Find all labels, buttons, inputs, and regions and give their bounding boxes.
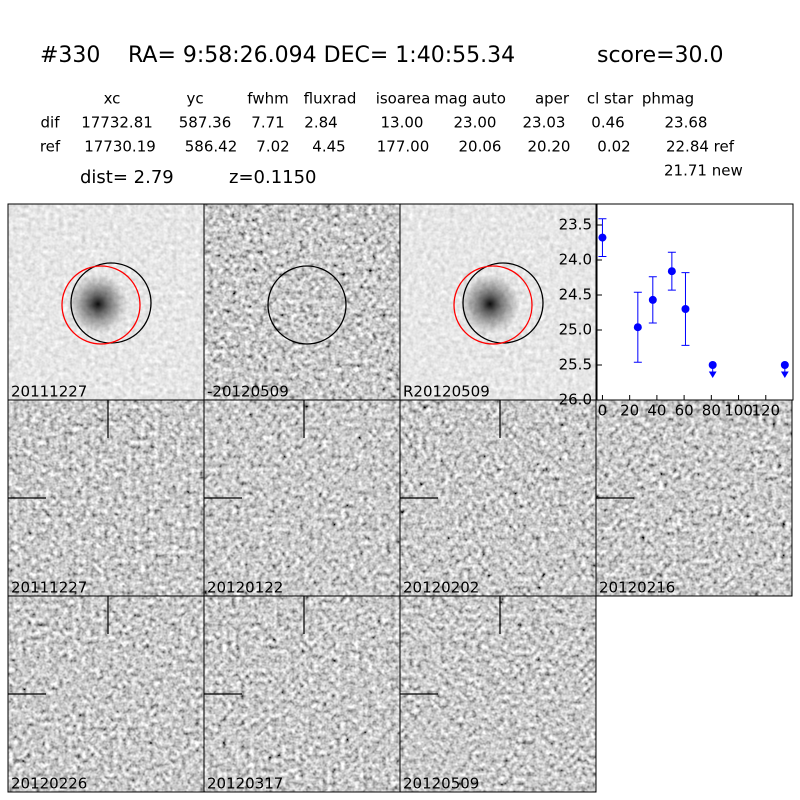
panel-label: 20111227 — [11, 383, 87, 401]
panel-label: 20111227 — [11, 579, 87, 597]
panel-border — [399, 595, 597, 793]
table-cell: 17732.81 — [81, 114, 153, 132]
panel-label: 20120226 — [11, 775, 87, 793]
plot-area — [596, 203, 794, 401]
table-cell: 0.46 — [591, 114, 624, 132]
column-header: fwhm — [247, 90, 288, 108]
object-id: #330 — [40, 43, 100, 68]
data-point — [708, 361, 717, 369]
panel-label: -20120509 — [207, 383, 289, 401]
column-header: fluxrad — [304, 90, 357, 108]
aperture — [61, 265, 141, 345]
data-point — [681, 305, 690, 313]
table-cell: 177.00 — [377, 138, 430, 156]
x-tick-label: 100 — [724, 402, 753, 420]
y-tick-label: 24.5 — [559, 286, 592, 304]
panel-label: 20120509 — [403, 775, 479, 793]
column-header: mag auto — [434, 90, 506, 108]
table-cell: 13.00 — [381, 114, 424, 132]
y-tick-label: 26.0 — [559, 391, 592, 409]
column-header: aper — [535, 90, 570, 108]
column-header: yc — [186, 90, 203, 108]
dist: dist= 2.79 — [80, 167, 174, 188]
column-header: isoarea — [376, 90, 431, 108]
panel-label: 20120317 — [207, 775, 283, 793]
y-tick-label: 25.0 — [559, 321, 592, 339]
image-stamp — [204, 204, 400, 400]
aperture — [267, 265, 347, 345]
data-point — [648, 295, 657, 304]
column-header: xc — [104, 90, 121, 108]
data-point — [633, 323, 642, 332]
score: score=30.0 — [597, 43, 724, 68]
aperture — [453, 265, 533, 345]
coordinates: RA= 9:58:26.094 DEC= 1:40:55.34 — [128, 43, 515, 68]
table-cell: 23.68 — [665, 114, 708, 132]
table-cell: 7.02 — [256, 138, 289, 156]
x-tick-label: 120 — [751, 402, 780, 420]
panel-label: 20120202 — [403, 579, 479, 597]
table-cell: 20.20 — [528, 138, 571, 156]
new-mag: 21.71 new — [664, 162, 743, 180]
x-tick-label: 20 — [620, 402, 639, 420]
row-label: dif — [41, 114, 61, 132]
table-cell: 20.06 — [459, 138, 502, 156]
table-cell: 0.02 — [597, 138, 630, 156]
data-point — [598, 233, 607, 242]
table-cell: 586.42 — [185, 138, 238, 156]
x-tick-label: 40 — [647, 402, 666, 420]
table-cell: 23.03 — [523, 114, 566, 132]
y-tick-label: 23.5 — [559, 216, 592, 234]
table-cell: 2.84 — [304, 114, 337, 132]
column-header: phmag — [642, 90, 694, 108]
y-tick-label: 24.0 — [559, 251, 592, 269]
x-tick-label: 80 — [702, 402, 721, 420]
galaxy — [68, 274, 128, 334]
table-cell: 587.36 — [179, 114, 232, 132]
redshift: z=0.1150 — [229, 167, 317, 188]
panel-label: 20120216 — [599, 579, 675, 597]
table-cell: 17730.19 — [84, 138, 156, 156]
column-header: cl star — [587, 90, 634, 108]
table-cell: 22.84 ref — [666, 138, 735, 156]
panel-label: R20120509 — [403, 383, 490, 401]
galaxy — [460, 274, 520, 334]
data-point — [667, 267, 676, 276]
panel-label: 20120122 — [207, 579, 283, 597]
table-cell: 4.45 — [312, 138, 345, 156]
data-point — [780, 361, 789, 369]
row-label: ref — [40, 138, 61, 156]
x-tick-label: 60 — [675, 402, 694, 420]
table-cell: 7.71 — [251, 114, 284, 132]
y-tick-label: 25.5 — [559, 356, 592, 374]
table-cell: 23.00 — [454, 114, 497, 132]
x-tick-label: 0 — [598, 402, 608, 420]
